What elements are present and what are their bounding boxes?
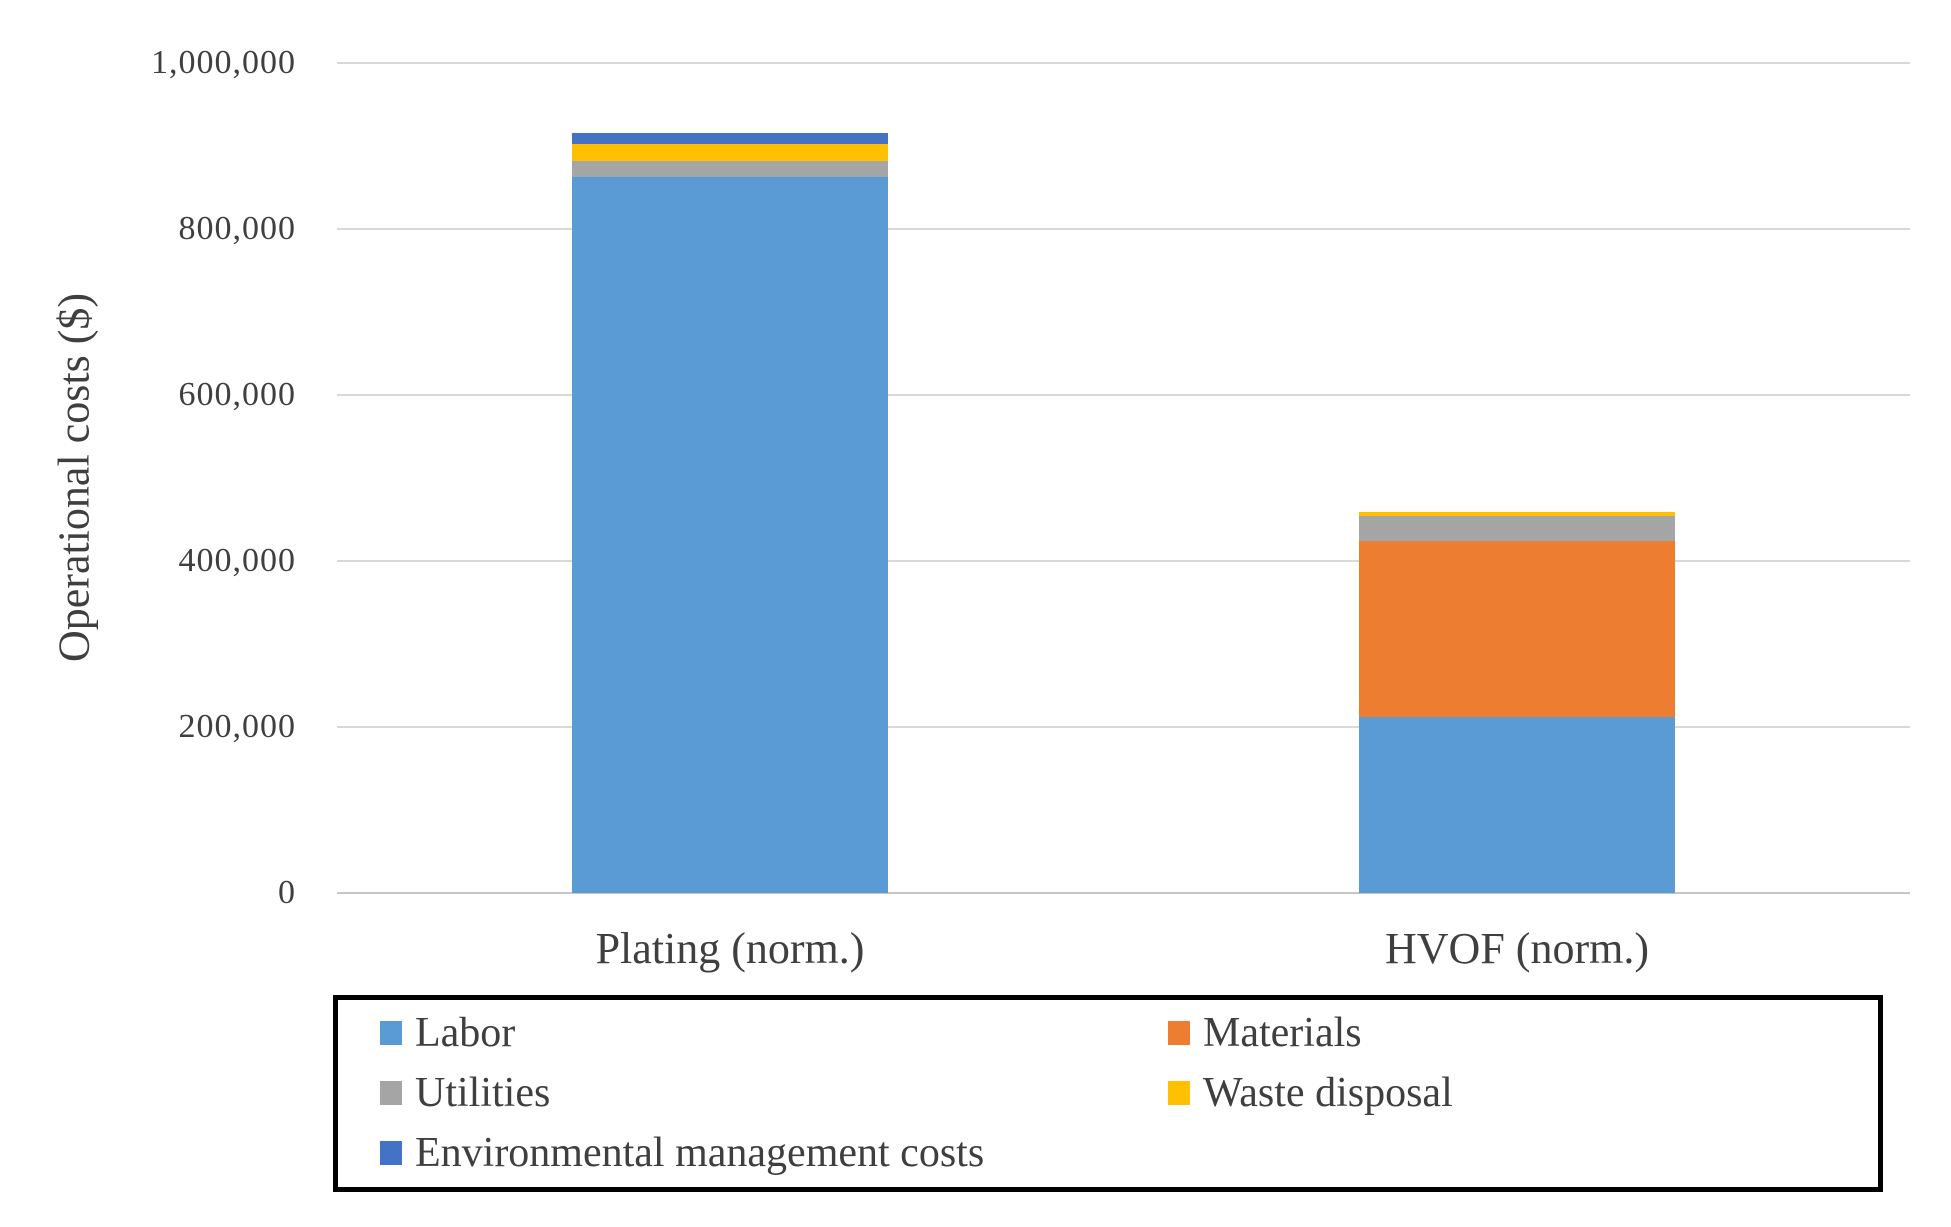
legend-item-labor: Labor bbox=[380, 1009, 1168, 1057]
bar-segment-plating-norm-labor bbox=[572, 176, 889, 893]
legend: Labor Materials Utilities Waste disposal… bbox=[333, 995, 1883, 1192]
y-gridline bbox=[337, 726, 1910, 728]
bar-segment-hvof-norm-materials bbox=[1358, 541, 1675, 718]
x-category-label-hvof: HVOF (norm.) bbox=[1385, 924, 1649, 973]
y-tick-label: 600,000 bbox=[178, 376, 296, 413]
legend-swatch-utilities bbox=[380, 1081, 402, 1105]
y-tick-label: 1,000,000 bbox=[151, 44, 296, 81]
bar-segment-plating-norm-utilities bbox=[572, 160, 889, 177]
legend-label-materials: Materials bbox=[1203, 1010, 1362, 1056]
legend-label-utilities: Utilities bbox=[415, 1070, 551, 1116]
y-tick-label: 400,000 bbox=[178, 542, 296, 579]
legend-item-utilities: Utilities bbox=[380, 1069, 1168, 1117]
legend-swatch-labor bbox=[380, 1021, 402, 1045]
bar-segment-plating-norm-environmental-management-costs bbox=[572, 132, 889, 144]
y-tick-label: 800,000 bbox=[178, 210, 296, 247]
bar-segment-hvof-norm-labor bbox=[1358, 717, 1675, 893]
bar-segment-hvof-norm-waste-disposal bbox=[1358, 512, 1675, 517]
bar-segment-hvof-norm-utilities bbox=[1358, 516, 1675, 542]
legend-label-environmental-management-costs: Environmental management costs bbox=[415, 1130, 985, 1176]
bar-hvof-norm bbox=[1358, 512, 1675, 893]
legend-item-waste-disposal: Waste disposal bbox=[1168, 1069, 1878, 1117]
y-gridline bbox=[337, 62, 1910, 64]
y-gridline bbox=[337, 560, 1910, 562]
y-gridline bbox=[337, 228, 1910, 230]
y-axis-tick-labels: 1,000,000 800,000 600,000 400,000 200,000 0 bbox=[0, 44, 296, 911]
y-tick-label: 0 bbox=[278, 874, 296, 911]
x-axis-line bbox=[337, 892, 1910, 894]
legend-item-materials: Materials bbox=[1168, 1009, 1878, 1057]
y-gridline bbox=[337, 394, 1910, 396]
bar-segment-plating-norm-waste-disposal bbox=[572, 143, 889, 161]
plot-area bbox=[337, 62, 1910, 894]
legend-label-waste-disposal: Waste disposal bbox=[1203, 1070, 1453, 1116]
legend-label-labor: Labor bbox=[415, 1010, 516, 1056]
legend-swatch-environmental-management-costs bbox=[380, 1141, 402, 1165]
x-category-label-plating: Plating (norm.) bbox=[595, 924, 865, 973]
legend-swatch-waste-disposal bbox=[1168, 1081, 1190, 1105]
legend-swatch-materials bbox=[1168, 1021, 1190, 1045]
y-tick-label: 200,000 bbox=[178, 708, 296, 745]
bar-plating-norm bbox=[572, 132, 889, 893]
legend-item-environmental-management-costs: Environmental management costs bbox=[380, 1129, 1878, 1177]
